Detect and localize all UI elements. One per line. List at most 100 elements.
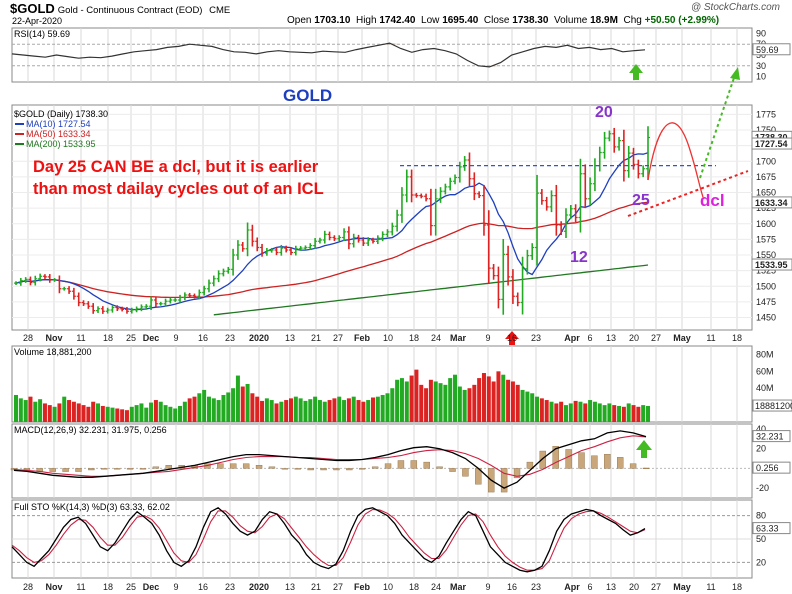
volume-bar	[240, 386, 245, 422]
macd-tick-label: -20	[756, 483, 769, 493]
macd-histogram-bar	[165, 465, 172, 469]
macd-value-label: 32.231	[756, 432, 784, 442]
volume-tick-label: 60M	[756, 366, 774, 376]
bottom-x-label: 18	[409, 582, 419, 592]
macd-histogram-bar	[152, 466, 160, 469]
volume-bar	[404, 381, 409, 422]
symbol-title: $GOLD Gold - Continuous Contract (EOD) CM…	[10, 1, 230, 16]
volume-bar	[342, 400, 347, 422]
volume-bar	[583, 403, 588, 422]
volume-bar	[134, 405, 139, 422]
volume-bar	[313, 396, 318, 422]
volume-bar	[366, 400, 371, 422]
volume-bar	[563, 405, 568, 422]
volume-bar	[346, 398, 351, 422]
volume-bar	[448, 378, 453, 422]
bottom-x-label: Apr	[564, 582, 580, 592]
volume-bar	[57, 403, 62, 422]
sto-d-line	[11, 508, 646, 571]
volume-bar	[202, 389, 207, 422]
price-tick-label: 1500	[756, 281, 776, 291]
volume-bar	[395, 379, 400, 422]
open-value: 1703.10	[314, 15, 351, 26]
price-x-label: 13	[606, 333, 616, 343]
price-x-label: 24	[431, 333, 441, 343]
sto-k-line	[11, 507, 646, 573]
volume-bar	[554, 403, 559, 422]
price-tick-label: 1575	[756, 234, 776, 244]
volume-bar	[129, 406, 134, 422]
volume-bar	[457, 386, 462, 422]
volume-bar	[573, 400, 578, 422]
bottom-x-label: 20	[629, 582, 639, 592]
bottom-x-label: 18	[103, 582, 113, 592]
volume-bar	[303, 400, 308, 422]
bottom-x-label: 24	[431, 582, 441, 592]
bottom-x-label: 21	[311, 582, 321, 592]
volume-bar	[182, 401, 187, 422]
macd-histogram-bar	[642, 467, 650, 469]
price-x-label: Feb	[354, 333, 371, 343]
price-value-box	[751, 137, 792, 150]
volume-bar	[221, 394, 226, 422]
volume-bar	[81, 405, 86, 422]
price-x-label: 6	[587, 333, 592, 343]
bottom-x-label: 27	[333, 582, 343, 592]
volume-bar	[481, 373, 486, 422]
price-x-label: Mar	[450, 333, 467, 343]
bottom-x-label: Dec	[143, 582, 160, 592]
volume-bar	[211, 398, 216, 422]
chart-date: 22-Apr-2020	[12, 16, 63, 26]
volume-bar	[424, 388, 429, 422]
volume-bar	[293, 396, 298, 422]
volume-bar	[216, 400, 221, 422]
bottom-x-label: 11	[706, 582, 715, 592]
bottom-x-label: 16	[198, 582, 208, 592]
price-x-label: 9	[485, 333, 490, 343]
price-tick-label: 1475	[756, 297, 776, 307]
volume-bar	[139, 403, 144, 422]
price-x-label: Nov	[45, 333, 62, 343]
legend-entry: MA(200) 1533.95	[26, 139, 96, 149]
macd-histogram-bar	[333, 468, 340, 471]
macd-histogram-bar	[281, 468, 289, 470]
price-x-label: 18	[103, 333, 113, 343]
volume-bar	[71, 401, 76, 422]
macd-histogram-bar	[565, 449, 572, 469]
macd-histogram-bar	[230, 463, 237, 469]
low-marker-arrow-icon	[505, 331, 519, 345]
volume-bar	[617, 405, 622, 422]
price-x-label: 27	[333, 333, 343, 343]
exchange: CME	[209, 5, 231, 16]
price-x-label: 11	[706, 333, 715, 343]
gold-label: GOLD	[283, 86, 332, 105]
rsi-legend: RSI(14) 59.69	[14, 29, 70, 39]
green-projection-line	[699, 71, 737, 179]
volume-bar	[115, 408, 120, 422]
volume-bar	[375, 396, 380, 422]
macd-histogram-bar	[578, 452, 585, 469]
volume-bar	[163, 405, 168, 422]
macd-histogram-bar	[449, 468, 456, 472]
rsi-panel	[11, 27, 753, 83]
bottom-x-label: 23	[531, 582, 541, 592]
macd-histogram-bar	[539, 450, 547, 469]
volume-bar	[255, 396, 260, 422]
macd-hist-value-box	[752, 461, 791, 474]
price-x-label: 23	[531, 333, 541, 343]
macd-histogram-bar	[139, 468, 147, 470]
volume-bar	[100, 405, 105, 422]
price-x-label: 16	[507, 333, 517, 343]
volume-bar	[144, 407, 149, 422]
rsi-tick-label: 90	[756, 28, 766, 38]
macd-histogram-bar	[101, 468, 108, 470]
legend-entry: MA(50) 1633.34	[26, 129, 91, 139]
macd-histogram-bar	[397, 460, 405, 469]
volume-tick-label: 80M	[756, 349, 774, 359]
volume-bar	[38, 399, 43, 422]
price-tick-label: 1675	[756, 172, 776, 182]
volume-bar	[62, 396, 67, 422]
volume-bar	[544, 400, 549, 422]
macd-histogram-bar	[320, 468, 327, 471]
volume-bar	[105, 406, 110, 422]
